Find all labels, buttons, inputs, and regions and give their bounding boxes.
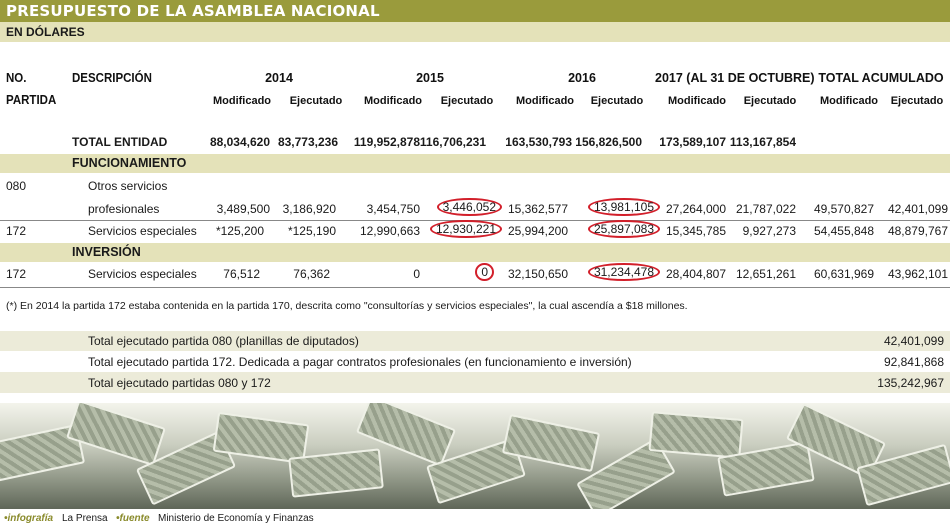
row-172-value-cell: 25,897,083 <box>574 220 660 238</box>
header-2015: 2015 <box>416 71 444 85</box>
total-entidad-value: 116,706,231 <box>419 135 486 149</box>
row-080-value: 49,570,827 <box>813 202 874 216</box>
row-172-inv-value: 32,150,650 <box>507 267 568 281</box>
row-172-value-highlighted: 12,930,221 <box>429 220 502 238</box>
total-entidad-value: 119,952,878 <box>353 135 420 149</box>
header-2016: 2016 <box>568 71 596 85</box>
money-bills-image <box>0 403 950 509</box>
sub-2017-ejecutado: Ejecutado <box>743 95 797 107</box>
row-080-value-cell: 3,446,052 <box>420 198 502 216</box>
row-172-value: 9,927,273 <box>742 224 796 238</box>
row-172-inv-partida: 172 <box>6 267 27 281</box>
summary-label: Total ejecutado partida 172. Dedicada a … <box>88 355 632 369</box>
header-2017: 2017 (AL 31 DE OCTUBRE) <box>655 71 815 85</box>
page-title: PRESUPUESTO DE LA ASAMBLEA NACIONAL <box>6 2 380 20</box>
row-172-value-cell: 12,930,221 <box>420 220 502 238</box>
summary-value: 42,401,099 <box>883 334 944 348</box>
section-inversion: INVERSIÓN <box>72 245 141 259</box>
subtitle-bar: EN DÓLARES <box>0 22 950 42</box>
total-entidad-value: 88,034,620 <box>209 135 270 149</box>
credit-infografia-key: •infografía <box>4 513 54 524</box>
row-080-value-cell: 13,981,105 <box>574 198 660 216</box>
sub-total-ejecutado: Ejecutado <box>890 95 944 107</box>
credit-fuente-key: •fuente <box>116 513 150 524</box>
row-080-value: 3,186,920 <box>282 202 336 216</box>
credit-infografia-value: La Prensa <box>62 513 108 524</box>
header-partida-1: NO. <box>6 71 27 85</box>
row-172-inv-value: 60,631,969 <box>813 267 874 281</box>
row-172-value: *125,190 <box>287 224 336 238</box>
row-172-value: 54,455,848 <box>813 224 874 238</box>
header-partida-2: PARTIDA <box>6 93 57 107</box>
summary-label: Total ejecutado partidas 080 y 172 <box>88 376 271 390</box>
summary-band <box>0 331 950 351</box>
total-entidad-value: 173,589,107 <box>659 135 726 149</box>
summary-label: Total ejecutado partida 080 (planillas d… <box>88 334 359 348</box>
header-descripcion: DESCRIPCIÓN <box>72 71 152 85</box>
row-080-value: 27,264,000 <box>665 202 726 216</box>
summary-value: 135,242,967 <box>877 376 944 390</box>
section-band <box>0 243 950 262</box>
sub-2016-modificado: Modificado <box>515 95 575 107</box>
row-080-value: 3,489,500 <box>216 202 270 216</box>
row-172-inv-desc: Servicios especiales <box>88 267 197 281</box>
row-172-inv-value: 76,362 <box>293 267 330 281</box>
title-bar: PRESUPUESTO DE LA ASAMBLEA NACIONAL <box>0 0 950 22</box>
row-172-value: 25,994,200 <box>507 224 568 238</box>
summary-band <box>0 351 950 372</box>
row-172-inv-value-highlighted: 0 <box>475 263 494 281</box>
credits-footer: •infografía La Prensa •fuente Ministerio… <box>0 509 950 528</box>
row-172-value: 12,990,663 <box>359 224 420 238</box>
total-entidad-label: TOTAL ENTIDAD <box>72 135 168 149</box>
sub-2015-modificado: Modificado <box>363 95 423 107</box>
section-band <box>0 154 950 173</box>
row-172-inv-value: 76,512 <box>223 267 260 281</box>
section-funcionamiento: FUNCIONAMIENTO <box>72 156 187 170</box>
footnote: (*) En 2014 la partida 172 estaba conten… <box>6 300 688 312</box>
summary-value: 92,841,868 <box>883 355 944 369</box>
sub-2014-modificado: Modificado <box>212 95 272 107</box>
row-080-value: 15,362,577 <box>507 202 568 216</box>
row-172-inv-value-cell: 31,234,478 <box>574 263 660 281</box>
total-entidad-value: 83,773,236 <box>277 135 338 149</box>
row-172-desc: Servicios especiales <box>88 224 197 238</box>
row-080-value-highlighted: 13,981,105 <box>587 198 660 216</box>
dollar-bill-icon <box>648 411 744 459</box>
credit-fuente-value: Ministerio de Economía y Finanzas <box>158 513 314 524</box>
total-entidad-value: 163,530,793 <box>505 135 572 149</box>
sub-total-modificado: Modificado <box>819 95 879 107</box>
sub-2014-ejecutado: Ejecutado <box>289 95 343 107</box>
row-172-inv-value: 12,651,261 <box>735 267 796 281</box>
row-172-inv-value: 28,404,807 <box>665 267 726 281</box>
row-172-value-highlighted: 25,897,083 <box>587 220 660 238</box>
row-080-desc: Otros servicios <box>88 179 168 193</box>
page-subtitle: EN DÓLARES <box>6 25 85 39</box>
row-172-value: 15,345,785 <box>665 224 726 238</box>
row-172-inv-value: 43,962,101 <box>887 267 948 281</box>
row-separator <box>0 220 950 221</box>
row-172-inv-value-highlighted: 31,234,478 <box>587 263 660 281</box>
row-172-value: 48,879,767 <box>887 224 948 238</box>
total-entidad-value: 113,167,854 <box>729 135 796 149</box>
row-080-desc-2: profesionales <box>88 202 160 216</box>
row-080-value-highlighted: 3,446,052 <box>436 198 502 216</box>
dollar-bill-icon <box>288 448 384 498</box>
row-172-inv-value-cell: 0 <box>420 263 494 281</box>
sub-2016-ejecutado: Ejecutado <box>590 95 644 107</box>
sub-2015-ejecutado: Ejecutado <box>440 95 494 107</box>
total-entidad-value: 156,826,500 <box>575 135 642 149</box>
sub-2017-modificado: Modificado <box>667 95 727 107</box>
header-2014: 2014 <box>265 71 293 85</box>
row-080-value: 21,787,022 <box>735 202 796 216</box>
row-172-partida: 172 <box>6 224 27 238</box>
header-total: TOTAL ACUMULADO <box>818 71 944 85</box>
row-080-value: 3,454,750 <box>366 202 420 216</box>
row-separator <box>0 287 950 288</box>
row-080-value: 42,401,099 <box>887 202 948 216</box>
row-172-inv-value: 0 <box>413 267 420 281</box>
summary-band <box>0 372 950 393</box>
row-080-partida: 080 <box>6 179 27 193</box>
row-172-value: *125,200 <box>215 224 264 238</box>
